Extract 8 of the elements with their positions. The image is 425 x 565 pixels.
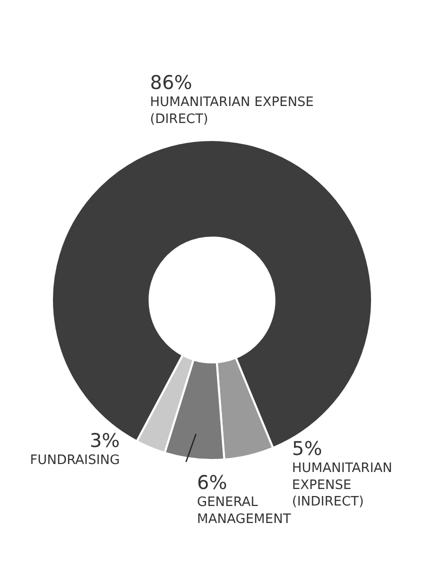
- slice-label: FUNDRAISING: [30, 452, 120, 468]
- data-label: 5%: [292, 438, 322, 460]
- slice-label: HUMANITARIAN EXPENSE (DIRECT): [150, 94, 314, 127]
- data-label: 86%: [150, 72, 192, 94]
- slice-label: GENERAL MANAGEMENT: [197, 494, 291, 527]
- slice-label: HUMANITARIAN EXPENSE (INDIRECT): [292, 460, 392, 510]
- data-label: 6%: [197, 472, 228, 494]
- data-label: 3%: [90, 430, 120, 452]
